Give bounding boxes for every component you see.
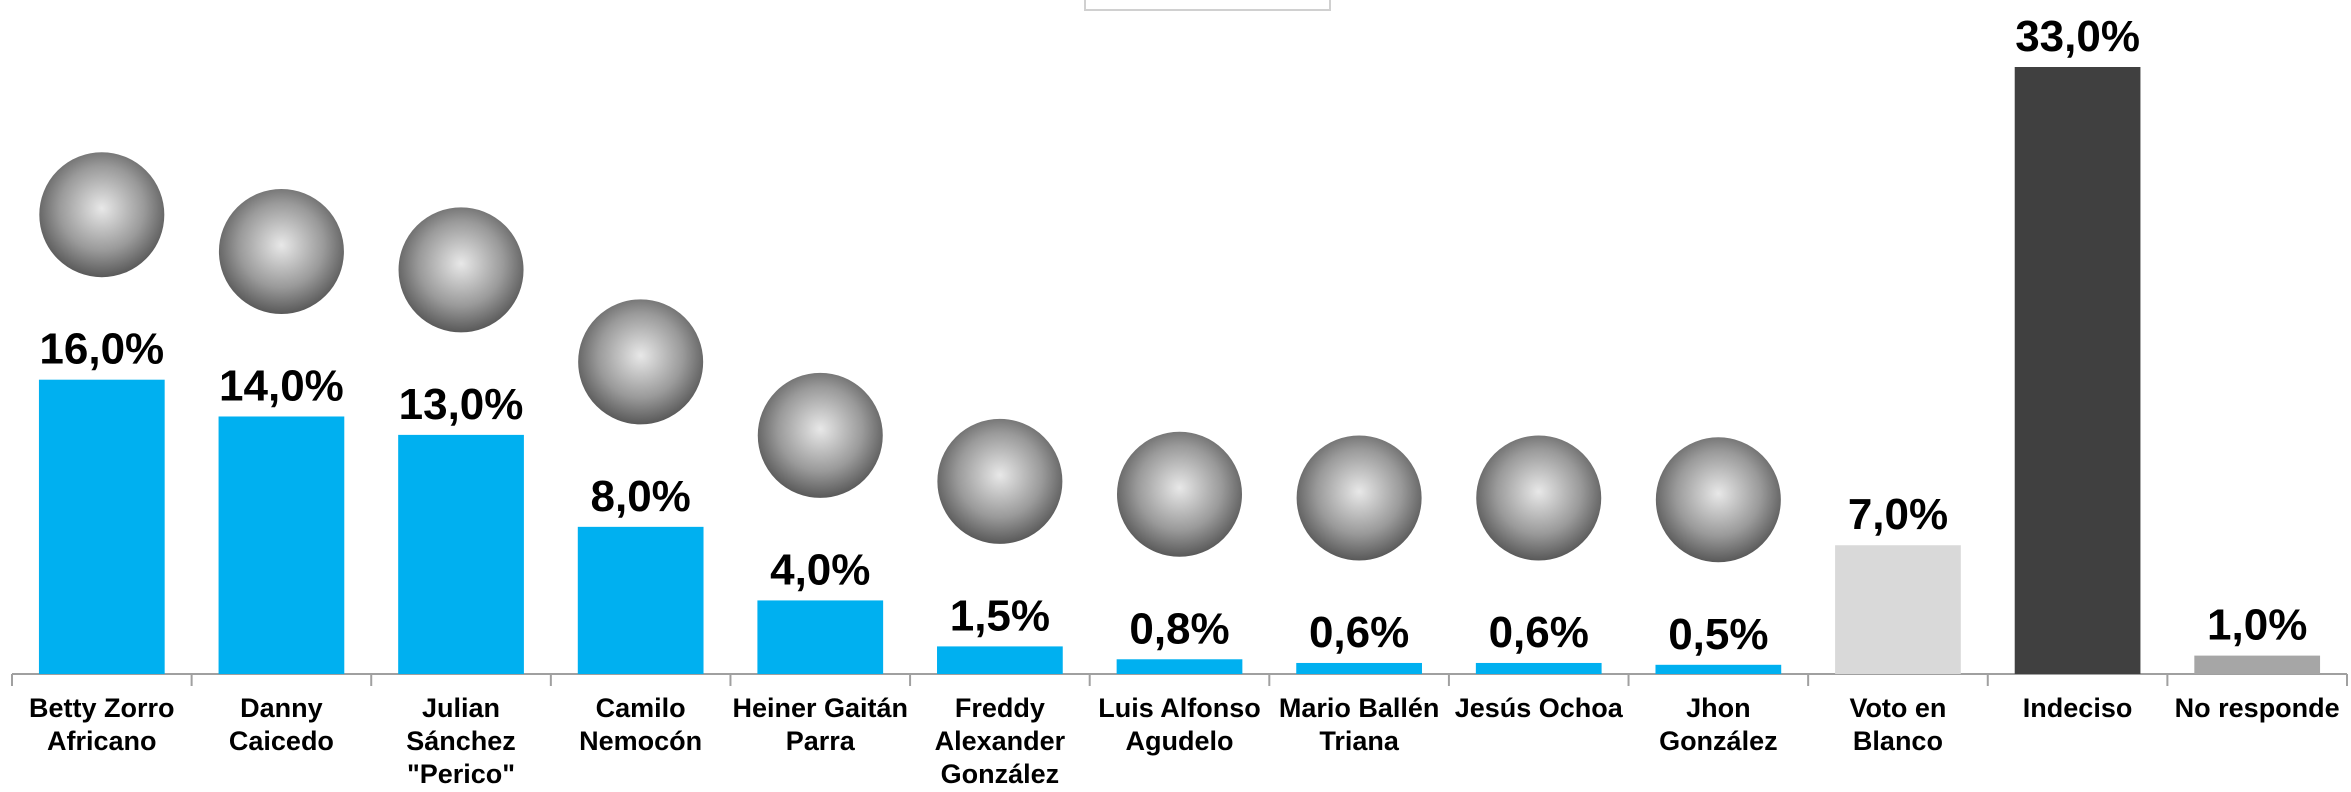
value-label: 14,0% <box>219 361 344 410</box>
bar <box>757 600 884 674</box>
x-tick-label: Luis Alfonso Agudelo <box>1098 693 1261 756</box>
bar <box>218 416 345 674</box>
top-box <box>1084 0 1331 11</box>
value-label: 1,0% <box>2207 601 2307 650</box>
bar <box>2194 655 2321 674</box>
value-label: 33,0% <box>2015 12 2140 61</box>
value-label: 13,0% <box>399 380 524 429</box>
candidate-photo <box>1652 434 1784 566</box>
value-label: 7,0% <box>1848 490 1948 539</box>
candidate-photo <box>1473 432 1605 564</box>
candidate-photo <box>36 149 168 281</box>
bar <box>1655 664 1782 674</box>
value-label: 1,5% <box>950 591 1050 640</box>
candidate-photo <box>395 204 527 336</box>
x-tick-label: No responde <box>2174 693 2340 723</box>
bar <box>937 646 1063 674</box>
bar <box>2014 67 2141 674</box>
value-label: 8,0% <box>591 472 691 521</box>
bar <box>1475 662 1602 674</box>
value-label: 4,0% <box>770 545 870 594</box>
value-label: 0,5% <box>1668 610 1768 659</box>
bar <box>398 434 524 674</box>
candidate-photo <box>1114 428 1245 560</box>
candidate-photo <box>575 296 707 428</box>
value-label: 0,8% <box>1129 604 1229 653</box>
x-tick-label: Camilo Nemocón <box>579 693 703 756</box>
bar <box>1835 545 1961 674</box>
x-tick-label: Danny Caicedo <box>228 693 334 756</box>
candidate-photo <box>754 369 886 501</box>
candidate-photo <box>215 185 347 317</box>
value-label: 0,6% <box>1489 608 1589 657</box>
value-label: 16,0% <box>39 325 164 374</box>
x-tick-label: Betty Zorro Africano <box>29 693 175 756</box>
bar <box>1116 659 1243 674</box>
bar <box>577 526 704 674</box>
x-tick-label: Voto en Blanco <box>1849 693 1947 756</box>
x-tick-label: Indeciso <box>2022 693 2133 723</box>
x-tick-label: Jesús Ochoa <box>1454 693 1623 723</box>
value-label: 0,6% <box>1309 608 1409 657</box>
candidate-photo <box>934 415 1066 547</box>
bar <box>38 379 165 674</box>
candidate-photo <box>1293 432 1425 564</box>
x-tick-label: Freddy Alexander González <box>934 693 1066 789</box>
x-tick-label: Julian Sánchez "Perico" <box>406 693 516 789</box>
bar <box>1296 662 1422 674</box>
x-tick-label: Heiner Gaitán Parra <box>732 693 909 756</box>
x-tick-label: Jhon González <box>1659 693 1778 756</box>
x-tick-label: Mario Ballén Triana <box>1278 693 1440 756</box>
